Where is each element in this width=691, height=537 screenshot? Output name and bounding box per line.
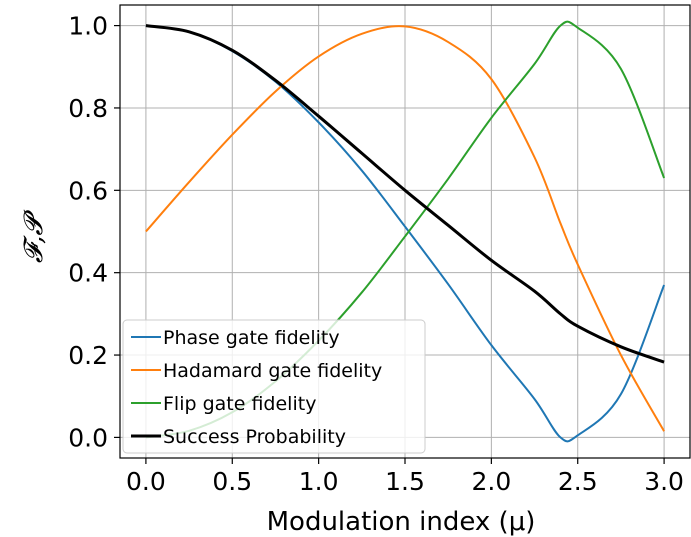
x-axis: 0.0 0.5 1.0 1.5 2.0 2.5 3.0	[126, 458, 684, 496]
legend-label: Success Probability	[163, 426, 346, 448]
legend: Phase gate fidelity Hadamard gate fidelit…	[122, 319, 426, 454]
y-tick-label: 0.6	[68, 176, 108, 205]
y-tick-label: 0.2	[68, 341, 108, 370]
x-tick-label: 0.5	[212, 467, 252, 496]
legend-label: Flip gate fidelity	[163, 393, 316, 415]
y-tick-label: 0.8	[68, 94, 108, 123]
y-axis-label: 𝓕,𝓟	[19, 210, 49, 263]
x-tick-label: 1.0	[299, 467, 339, 496]
x-tick-label: 2.0	[471, 467, 511, 496]
series-line-success-probability	[145, 24, 665, 364]
x-axis-label: Modulation index (μ)	[267, 507, 536, 537]
x-tick-label: 0.0	[126, 467, 166, 496]
y-tick-label: 0.0	[68, 423, 108, 452]
x-tick-label: 2.5	[558, 467, 598, 496]
y-tick-label: 1.0	[68, 12, 108, 41]
series-lines	[145, 20, 666, 443]
x-tick-label: 3.0	[644, 467, 684, 496]
x-tick-label: 1.5	[385, 467, 425, 496]
legend-box	[122, 319, 426, 454]
legend-label: Phase gate fidelity	[163, 327, 340, 349]
legend-label: Hadamard gate fidelity	[163, 360, 382, 382]
y-axis: 0.0 0.2 0.4 0.6 0.8 1.0	[68, 12, 120, 452]
series-line-hadamard-gate-fidelity	[145, 25, 665, 432]
y-tick-label: 0.4	[68, 259, 108, 288]
